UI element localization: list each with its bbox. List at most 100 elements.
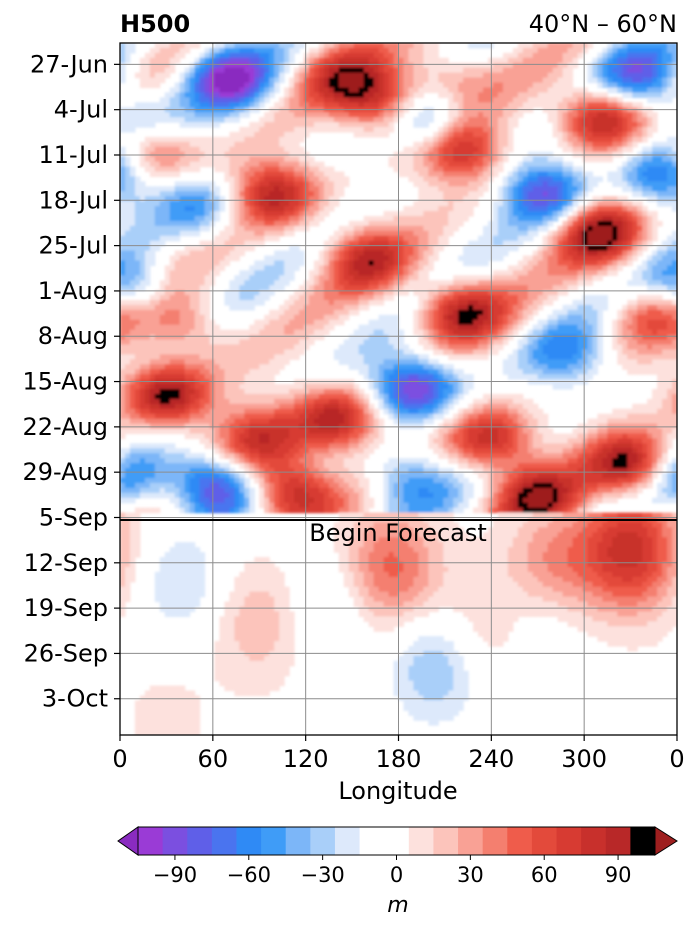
field-cell	[269, 290, 275, 296]
field-cell	[348, 122, 355, 128]
field-cell	[279, 97, 285, 103]
field-cell	[607, 265, 613, 271]
field-cell	[144, 216, 151, 222]
field-cell	[134, 122, 141, 128]
field-cell	[483, 309, 489, 316]
field-cell	[542, 102, 549, 108]
field-cell	[294, 43, 300, 49]
field-cell	[358, 260, 365, 267]
field-cell	[443, 300, 449, 306]
field-cell	[239, 62, 245, 69]
field-cell	[443, 201, 449, 207]
field-cell	[617, 309, 623, 316]
field-cell	[164, 171, 171, 178]
field-cell	[169, 211, 176, 217]
field-cell	[552, 235, 559, 242]
field-cell	[512, 117, 519, 123]
field-cell	[473, 72, 479, 79]
field-cell	[348, 304, 355, 311]
field-cell	[348, 57, 355, 64]
field-cell	[433, 82, 439, 89]
field-cell	[318, 166, 325, 173]
field-cell	[642, 43, 648, 49]
field-cell	[547, 230, 554, 237]
field-cell	[398, 57, 405, 64]
field-cell	[179, 87, 186, 94]
field-cell	[413, 77, 419, 84]
field-cell	[199, 97, 206, 103]
field-cell	[522, 87, 529, 94]
field-cell	[194, 265, 201, 271]
field-cell	[657, 82, 663, 89]
field-cell	[408, 72, 415, 79]
field-cell	[468, 206, 474, 212]
field-cell	[194, 191, 201, 197]
field-cell	[592, 127, 599, 133]
field-cell	[318, 304, 325, 311]
field-cell	[537, 191, 544, 197]
field-cell	[129, 211, 136, 217]
field-cell	[478, 87, 484, 94]
field-cell	[313, 220, 320, 227]
field-cell	[393, 235, 400, 242]
field-cell	[418, 255, 424, 262]
field-cell	[502, 72, 509, 79]
field-cell	[607, 141, 613, 148]
field-cell	[353, 270, 360, 276]
field-cell	[567, 250, 574, 257]
field-cell	[587, 255, 594, 262]
field-cell	[279, 225, 285, 232]
field-cell	[169, 304, 176, 311]
field-cell	[627, 82, 633, 89]
field-cell	[229, 240, 235, 247]
field-cell	[443, 62, 449, 69]
field-cell	[199, 216, 206, 222]
field-cell	[308, 176, 315, 182]
field-cell	[279, 136, 285, 143]
field-cell	[637, 171, 643, 178]
field-cell	[488, 102, 494, 108]
field-cell	[343, 181, 350, 187]
field-cell	[284, 275, 290, 281]
field-cell	[587, 260, 594, 267]
field-cell	[672, 235, 677, 242]
field-cell	[398, 52, 405, 59]
field-cell	[338, 112, 345, 118]
field-cell	[592, 97, 599, 103]
field-cell	[458, 62, 464, 69]
field-cell	[393, 72, 400, 79]
field-cell	[562, 314, 569, 321]
field-cell	[657, 87, 663, 94]
field-cell	[358, 295, 365, 301]
field-cell	[129, 285, 136, 291]
field-cell	[120, 186, 126, 192]
field-cell	[403, 290, 410, 296]
field-cell	[492, 216, 499, 222]
field-cell	[458, 97, 464, 103]
field-cell	[199, 250, 206, 257]
field-cell	[174, 156, 181, 163]
field-cell	[458, 67, 464, 74]
field-cell	[299, 300, 305, 306]
field-cell	[428, 176, 434, 182]
field-cell	[577, 225, 584, 232]
field-cell	[204, 47, 211, 54]
field-cell	[502, 309, 509, 316]
field-cell	[154, 52, 161, 59]
field-cell	[214, 196, 221, 202]
field-cell	[348, 255, 355, 262]
field-cell	[647, 176, 653, 182]
field-cell	[497, 216, 504, 222]
field-cell	[124, 265, 131, 271]
field-cell	[582, 181, 589, 187]
field-cell	[159, 112, 166, 118]
field-cell	[458, 295, 464, 301]
field-cell	[199, 92, 206, 98]
field-cell	[657, 270, 663, 276]
field-cell	[547, 43, 554, 49]
field-cell	[672, 285, 677, 291]
field-cell	[672, 67, 677, 74]
field-cell	[139, 220, 146, 227]
field-cell	[249, 300, 255, 306]
field-cell	[517, 77, 524, 84]
